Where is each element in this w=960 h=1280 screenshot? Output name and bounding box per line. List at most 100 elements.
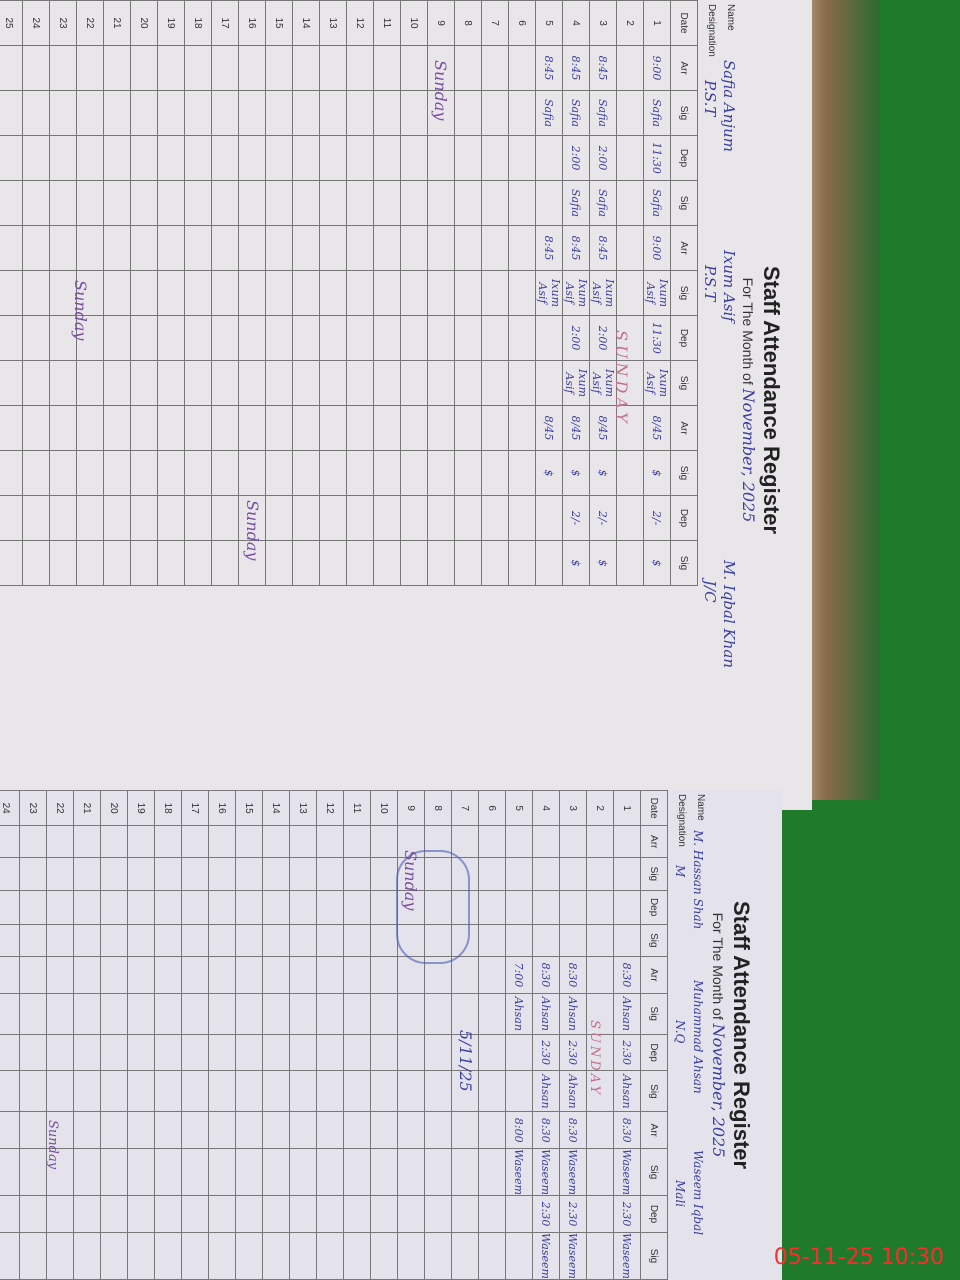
date-cell: 17 (181, 790, 209, 826)
attendance-cell (508, 135, 536, 181)
attendance-cell (73, 1034, 101, 1071)
attendance-cell (346, 495, 374, 541)
attendance-cell (427, 270, 455, 316)
attendance-cell (76, 360, 104, 406)
attendance-cell (481, 270, 509, 316)
attendance-cell: Safia (589, 90, 617, 136)
attendance-cell (76, 450, 104, 496)
date-cell: 4 (532, 790, 560, 826)
attendance-cell (370, 924, 398, 957)
attendance-cell: Ixum Asif (643, 270, 671, 316)
attendance-cell: 8:30 (532, 956, 560, 994)
attendance-cell (478, 1148, 506, 1196)
table-row: 22 (46, 790, 74, 1280)
attendance-cell (400, 135, 428, 181)
attendance-cell (235, 924, 263, 957)
attendance-cell (343, 956, 371, 994)
table-row: 12 (316, 790, 344, 1280)
attendance-cell (0, 45, 23, 91)
attendance-cell (238, 180, 266, 226)
attendance-cell (208, 1070, 236, 1112)
attendance-cell (211, 225, 239, 271)
attendance-cell (211, 315, 239, 361)
attendance-cell (451, 1195, 479, 1233)
date-note: 5/11/25 (456, 1030, 475, 1092)
table-row: 15 (265, 0, 293, 586)
staff-designation: Mali (673, 1180, 687, 1208)
attendance-cell (316, 1148, 344, 1196)
attendance-cell (427, 405, 455, 451)
attendance-cell (157, 495, 185, 541)
attendance-cell (0, 924, 20, 957)
attendance-cell: 8:30 (559, 1111, 587, 1149)
column-header: Sig (640, 1232, 668, 1280)
attendance-cell (427, 495, 455, 541)
attendance-cell: $ (562, 450, 590, 496)
attendance-cell: 8:45 (535, 45, 563, 91)
attendance-cell: Ixum Asif (535, 270, 563, 316)
attendance-cell (154, 1232, 182, 1280)
attendance-cell (481, 225, 509, 271)
attendance-cell: Waseem (532, 1148, 560, 1196)
attendance-cell (100, 857, 128, 891)
attendance-cell (184, 225, 212, 271)
attendance-cell (427, 225, 455, 271)
attendance-cell (262, 1195, 290, 1233)
attendance-cell (46, 1195, 74, 1233)
attendance-cell (289, 1232, 317, 1280)
date-cell: 21 (73, 790, 101, 826)
attendance-cell (265, 540, 293, 586)
attendance-cell (427, 315, 455, 361)
attendance-cell (22, 180, 50, 226)
attendance-cell (559, 890, 587, 925)
attendance-cell (616, 90, 644, 136)
header-row: Date Arr Sig Dep Sig Arr Sig Dep Sig Arr Sig Dep Sig (640, 790, 668, 1280)
attendance-cell (19, 993, 47, 1035)
attendance-cell (289, 924, 317, 957)
attendance-cell (586, 1148, 614, 1196)
attendance-cell (370, 1148, 398, 1196)
attendance-cell: Safia (562, 90, 590, 136)
table-row: 5 7:00 Ahsan 8:00 Waseem (505, 790, 533, 1280)
attendance-cell (49, 540, 77, 586)
attendance-cell: Safia (643, 90, 671, 136)
date-cell: 18 (154, 790, 182, 826)
table-row: 21 (73, 790, 101, 1280)
attendance-cell (508, 225, 536, 271)
column-header: Arr (670, 45, 698, 91)
attendance-cell (397, 1034, 425, 1071)
attendance-cell (0, 540, 23, 586)
date-cell: 8 (424, 790, 452, 826)
attendance-cell (154, 1034, 182, 1071)
attendance-cell: 7:00 (505, 956, 533, 994)
attendance-cell (427, 135, 455, 181)
table-row: 23 (19, 790, 47, 1280)
column-header: Dep (640, 1034, 668, 1071)
attendance-cell: $ (562, 540, 590, 586)
attendance-cell (316, 857, 344, 891)
attendance-cell (208, 1034, 236, 1071)
attendance-cell (454, 90, 482, 136)
attendance-cell (127, 993, 155, 1035)
attendance-cell: Waseem (505, 1148, 533, 1196)
attendance-cell (292, 135, 320, 181)
attendance-cell (478, 890, 506, 925)
attendance-cell (181, 924, 209, 957)
date-cell: 16 (238, 0, 266, 46)
attendance-cell: Waseem (559, 1148, 587, 1196)
column-header: Dep (640, 890, 668, 925)
month-label: For The Month of (710, 912, 726, 1020)
table-row: 19 (157, 0, 185, 586)
attendance-cell (319, 225, 347, 271)
attendance-cell (343, 1070, 371, 1112)
date-cell: 2 (616, 0, 644, 46)
attendance-cell (319, 180, 347, 226)
attendance-cell (22, 495, 50, 541)
attendance-cell: 8/45 (535, 405, 563, 451)
attendance-cell (19, 890, 47, 925)
attendance-cell (346, 90, 374, 136)
table-row: 13 (319, 0, 347, 586)
attendance-cell: 2:30 (559, 1195, 587, 1233)
register-title: Staff Attendance Register (729, 900, 754, 1170)
attendance-cell (73, 825, 101, 858)
